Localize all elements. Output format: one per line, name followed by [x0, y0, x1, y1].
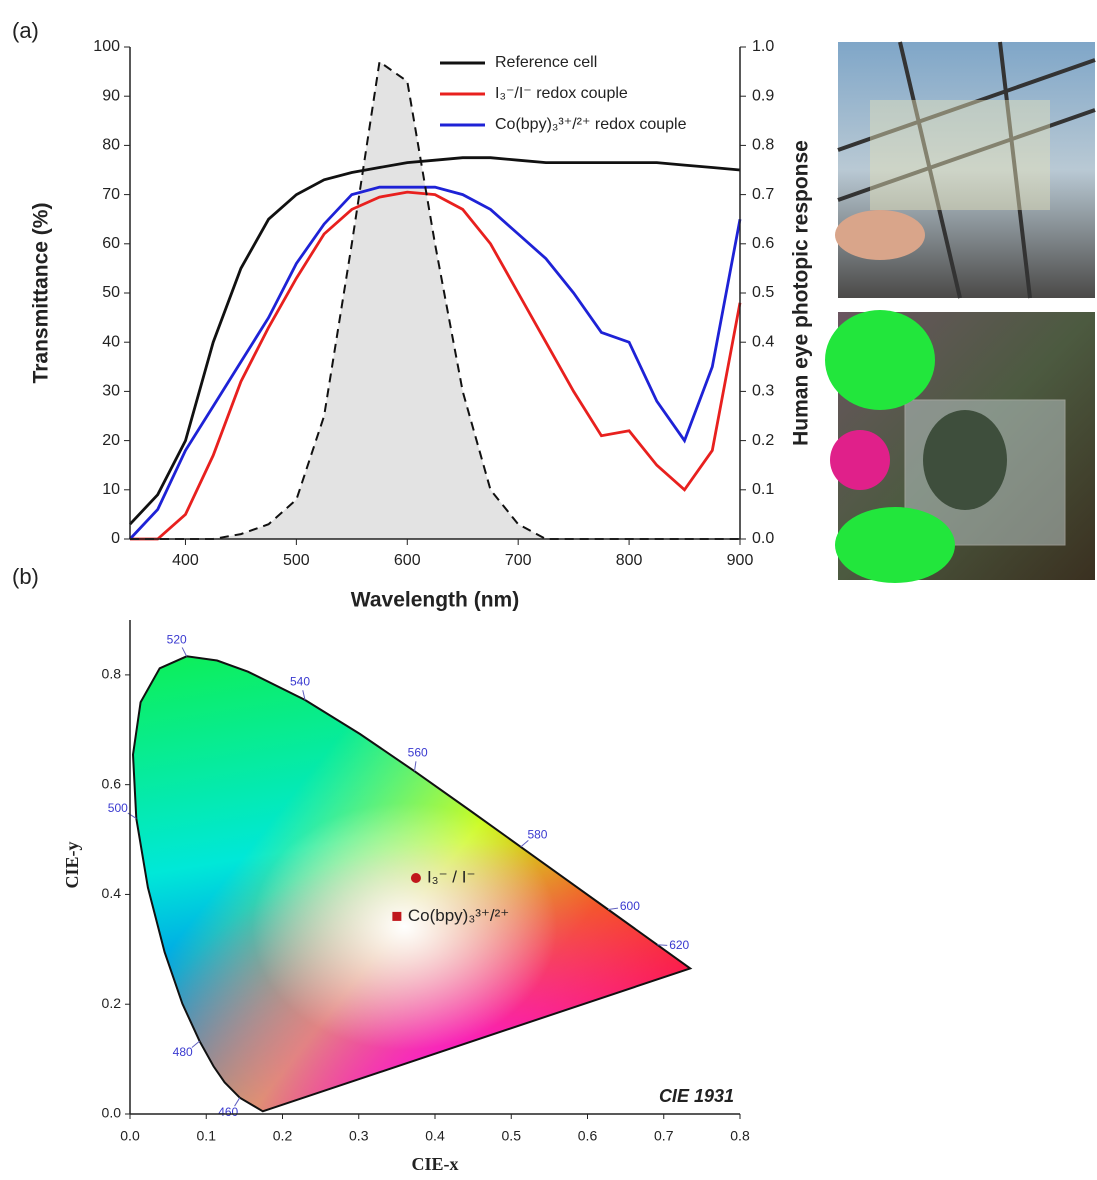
y-tick-label: 0.8 — [102, 666, 122, 682]
y2-tick-label: 0.8 — [752, 137, 774, 154]
y-tick-label: 40 — [102, 333, 120, 350]
y-tick-label: 0.2 — [102, 995, 122, 1011]
point — [392, 911, 402, 921]
locus-label: 580 — [527, 827, 547, 841]
y-tick-label: 30 — [102, 383, 120, 400]
y2-tick-label: 0.0 — [752, 530, 774, 547]
photo-bottom — [825, 310, 1095, 583]
y-tick-label: 0.0 — [102, 1105, 122, 1121]
y2-tick-label: 0.6 — [752, 235, 774, 252]
x-tick-label: 600 — [394, 552, 421, 569]
legend-label: Reference cell — [495, 54, 597, 71]
photo-top — [835, 41, 1096, 299]
line — [128, 156, 741, 526]
y2-tick-label: 0.9 — [752, 87, 774, 104]
x-tick-label: 0.6 — [578, 1128, 598, 1144]
panel-label: (b) — [12, 564, 39, 589]
x-axis-title: Wavelength (nm) — [351, 589, 519, 612]
line — [128, 185, 742, 540]
y-tick-label: 10 — [102, 481, 120, 498]
y-tick-label: 0 — [111, 530, 120, 547]
x-tick-label: 500 — [283, 552, 310, 569]
locus-tick — [302, 690, 306, 701]
locus-label: 560 — [408, 746, 428, 760]
locus-label: 480 — [173, 1045, 193, 1059]
point-label: Co(bpy)₃³⁺/²⁺ — [408, 906, 509, 925]
y-tick-label: 0.4 — [102, 885, 122, 901]
y-tick-label: 0.6 — [102, 775, 122, 791]
locus-tick — [608, 907, 619, 911]
line — [130, 190, 742, 541]
locus-label: 540 — [290, 675, 310, 689]
legend-label: Co(bpy)₃³⁺/²⁺ redox couple — [495, 116, 687, 133]
locus-label: 620 — [669, 938, 689, 952]
x-tick-label: 0.0 — [120, 1128, 140, 1144]
x-tick-label: 0.2 — [273, 1128, 293, 1144]
y-tick-label: 70 — [102, 186, 120, 203]
y-tick-label: 60 — [102, 235, 120, 252]
x-tick-label: 700 — [505, 552, 532, 569]
locus-tick — [413, 761, 417, 772]
area — [130, 61, 740, 540]
x-axis-title: CIE-x — [411, 1154, 458, 1174]
y2-tick-label: 0.4 — [752, 333, 774, 350]
y-axis-title: CIE-y — [62, 841, 82, 888]
x-tick-label: 0.5 — [502, 1128, 522, 1144]
x-tick-label: 0.4 — [425, 1128, 445, 1144]
locus-label: 500 — [108, 801, 128, 815]
x-tick-label: 800 — [616, 552, 643, 569]
annotation: CIE 1931 — [659, 1086, 734, 1106]
locus-label: 460 — [218, 1105, 238, 1119]
y-tick-label: 100 — [93, 38, 120, 55]
point — [410, 872, 421, 883]
y-tick-label: 50 — [102, 284, 120, 301]
y-axis-title: Transmittance (%) — [30, 203, 53, 384]
locus-tick — [181, 647, 188, 657]
x-tick-label: 0.1 — [197, 1128, 217, 1144]
y2-tick-label: 0.7 — [752, 186, 774, 203]
locus-tick — [127, 812, 137, 819]
y-tick-label: 90 — [102, 87, 120, 104]
y-tick-label: 80 — [102, 137, 120, 154]
locus-tick — [657, 944, 668, 946]
legend-label: I₃⁻/I⁻ redox couple — [495, 85, 628, 102]
y2-tick-label: 0.2 — [752, 432, 774, 449]
point-label: I₃⁻ / I⁻ — [427, 867, 476, 886]
y2-tick-label: 0.5 — [752, 284, 774, 301]
x-tick-label: 400 — [172, 552, 199, 569]
y2-tick-label: 0.3 — [752, 383, 774, 400]
y2-tick-label: 0.1 — [752, 481, 774, 498]
locus-label: 600 — [620, 899, 640, 913]
locus-label: 520 — [167, 632, 187, 646]
y2-tick-label: 1.0 — [752, 38, 774, 55]
locus-tick — [191, 1040, 200, 1048]
y2-axis-title: Human eye photopic response — [790, 140, 813, 446]
x-tick-label: 0.3 — [349, 1128, 369, 1144]
locus-tick — [520, 840, 529, 848]
x-tick-label: 0.7 — [654, 1128, 674, 1144]
y-tick-label: 20 — [102, 432, 120, 449]
locus-tick — [234, 1097, 241, 1107]
panel-label: (a) — [12, 18, 39, 43]
x-tick-label: 900 — [727, 552, 754, 569]
x-tick-label: 0.8 — [730, 1128, 750, 1144]
